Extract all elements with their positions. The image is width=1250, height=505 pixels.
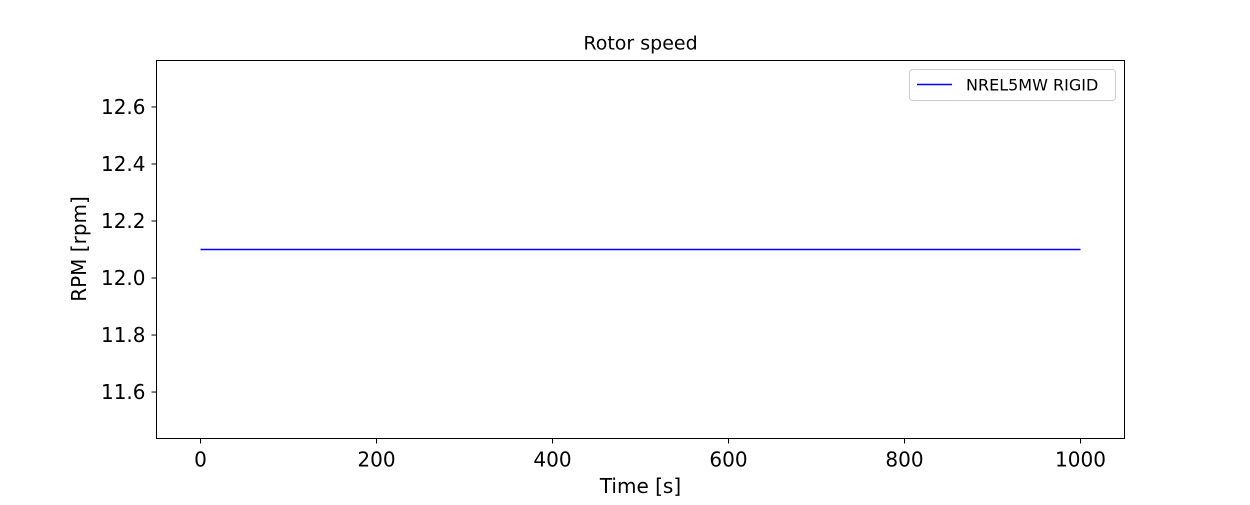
x-tick-label: 1000 xyxy=(1055,448,1106,472)
x-tick-label: 800 xyxy=(885,448,923,472)
y-tick-label: 11.6 xyxy=(101,380,146,404)
x-axis-label: Time [s] xyxy=(599,474,681,498)
legend-label: NREL5MW RIGID xyxy=(966,76,1098,95)
legend: NREL5MW RIGID xyxy=(909,69,1116,101)
x-tick-label: 0 xyxy=(194,448,207,472)
y-axis-ticks: 11.6 11.8 12.0 12.2 12.4 12.6 xyxy=(101,95,157,404)
x-tick-label: 200 xyxy=(357,448,395,472)
y-tick-label: 11.8 xyxy=(101,323,146,347)
y-tick-label: 12.6 xyxy=(101,95,146,119)
legend-box xyxy=(909,69,1116,101)
chart-title: Rotor speed xyxy=(583,33,697,55)
x-axis-ticks: 0 200 400 600 800 1000 xyxy=(194,438,1106,472)
y-tick-label: 12.4 xyxy=(101,152,146,176)
y-tick-label: 12.2 xyxy=(101,209,146,233)
y-axis-label: RPM [rpm] xyxy=(67,196,91,302)
plot-area xyxy=(156,60,1125,439)
y-tick-label: 12.0 xyxy=(101,266,146,290)
x-tick-label: 600 xyxy=(709,448,747,472)
x-tick-label: 400 xyxy=(533,448,571,472)
